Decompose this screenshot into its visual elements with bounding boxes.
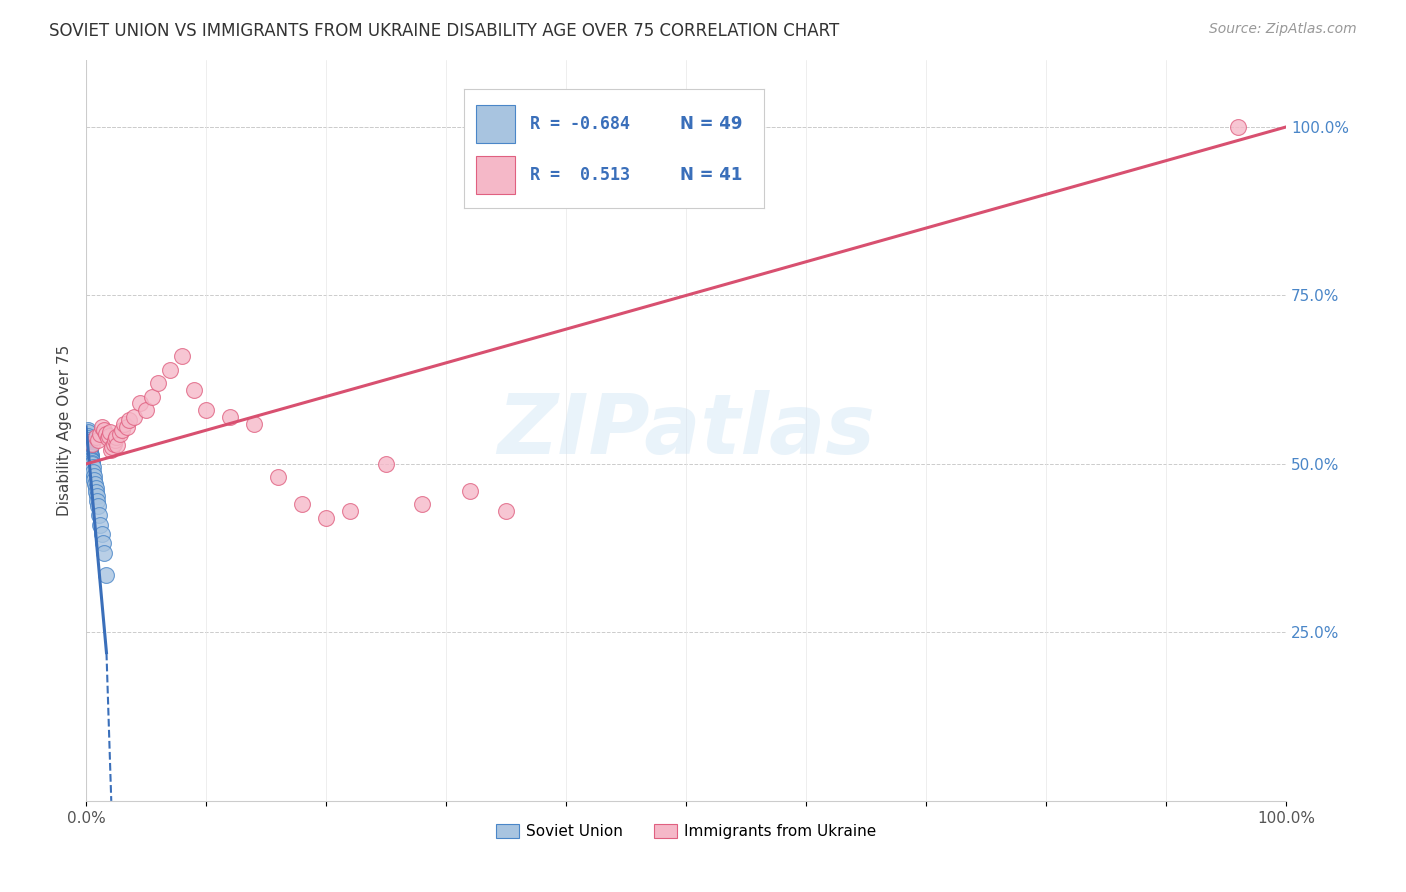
Point: [159, 362, 181, 376]
Point: [89, 426, 111, 441]
Point: [146, 376, 169, 390]
Text: SOVIET UNION VS IMMIGRANTS FROM UKRAINE DISABILITY AGE OVER 75 CORRELATION CHART: SOVIET UNION VS IMMIGRANTS FROM UKRAINE …: [49, 22, 839, 40]
Point: [79, 446, 101, 460]
Point: [105, 438, 128, 452]
Point: [411, 497, 433, 511]
Point: [115, 420, 138, 434]
Point: [77, 439, 100, 453]
Point: [103, 436, 125, 450]
Point: [122, 409, 145, 424]
Point: [111, 423, 134, 437]
Point: [79, 442, 101, 457]
Point: [86, 494, 108, 508]
Point: [84, 430, 107, 444]
Point: [135, 403, 157, 417]
Point: [339, 504, 361, 518]
Point: [104, 434, 127, 448]
Point: [76, 426, 98, 441]
Point: [183, 383, 205, 397]
Point: [77, 440, 100, 454]
Point: [79, 445, 101, 459]
Point: [96, 426, 118, 441]
Point: [76, 425, 98, 439]
Point: [80, 457, 103, 471]
Point: [80, 453, 103, 467]
Point: [79, 449, 101, 463]
Point: [90, 527, 112, 541]
Point: [77, 434, 100, 448]
Point: [77, 436, 100, 450]
Point: [87, 499, 110, 513]
Point: [77, 442, 100, 456]
Point: [80, 451, 103, 466]
Point: [96, 568, 118, 582]
Point: [80, 436, 103, 450]
Point: [108, 426, 131, 441]
Point: [76, 428, 98, 442]
Point: [80, 454, 103, 468]
Point: [1226, 120, 1249, 134]
Point: [495, 504, 517, 518]
Point: [87, 434, 110, 448]
Point: [84, 485, 107, 500]
Point: [76, 430, 98, 444]
Text: Source: ZipAtlas.com: Source: ZipAtlas.com: [1209, 22, 1357, 37]
Point: [82, 460, 104, 475]
Point: [93, 423, 115, 437]
Point: [77, 441, 100, 455]
Point: [219, 409, 242, 424]
Point: [90, 420, 112, 434]
Point: [375, 457, 398, 471]
Point: [141, 390, 163, 404]
Point: [458, 483, 481, 498]
Point: [93, 546, 115, 560]
Point: [291, 497, 314, 511]
Point: [79, 448, 101, 462]
Point: [79, 444, 101, 458]
Point: [77, 431, 100, 445]
Point: [80, 450, 103, 465]
Point: [105, 430, 128, 444]
Point: [86, 489, 108, 503]
Point: [82, 465, 104, 479]
Point: [98, 425, 121, 439]
Point: [76, 423, 98, 437]
Point: [118, 413, 141, 427]
Y-axis label: Disability Age Over 75: Disability Age Over 75: [58, 344, 72, 516]
Point: [80, 456, 103, 470]
Point: [79, 443, 101, 458]
Point: [243, 417, 266, 431]
Point: [97, 428, 120, 442]
Point: [114, 417, 136, 431]
Point: [170, 349, 193, 363]
Point: [101, 440, 124, 454]
Point: [77, 438, 100, 452]
Point: [129, 396, 152, 410]
Point: [83, 469, 105, 483]
Point: [77, 439, 100, 453]
Point: [83, 473, 105, 487]
Point: [84, 481, 107, 495]
Point: [79, 445, 101, 459]
Point: [79, 442, 101, 456]
Point: [315, 511, 337, 525]
Point: [195, 403, 218, 417]
Point: [79, 445, 101, 459]
Point: [267, 470, 290, 484]
Point: [79, 447, 101, 461]
Point: [97, 431, 120, 445]
Point: [89, 517, 111, 532]
Point: [77, 434, 100, 449]
Text: ZIPatlas: ZIPatlas: [498, 390, 875, 471]
Point: [84, 477, 107, 491]
Point: [91, 536, 114, 550]
Point: [89, 508, 111, 523]
Legend: Soviet Union, Immigrants from Ukraine: Soviet Union, Immigrants from Ukraine: [489, 818, 883, 845]
Point: [79, 448, 101, 462]
Point: [100, 443, 122, 458]
